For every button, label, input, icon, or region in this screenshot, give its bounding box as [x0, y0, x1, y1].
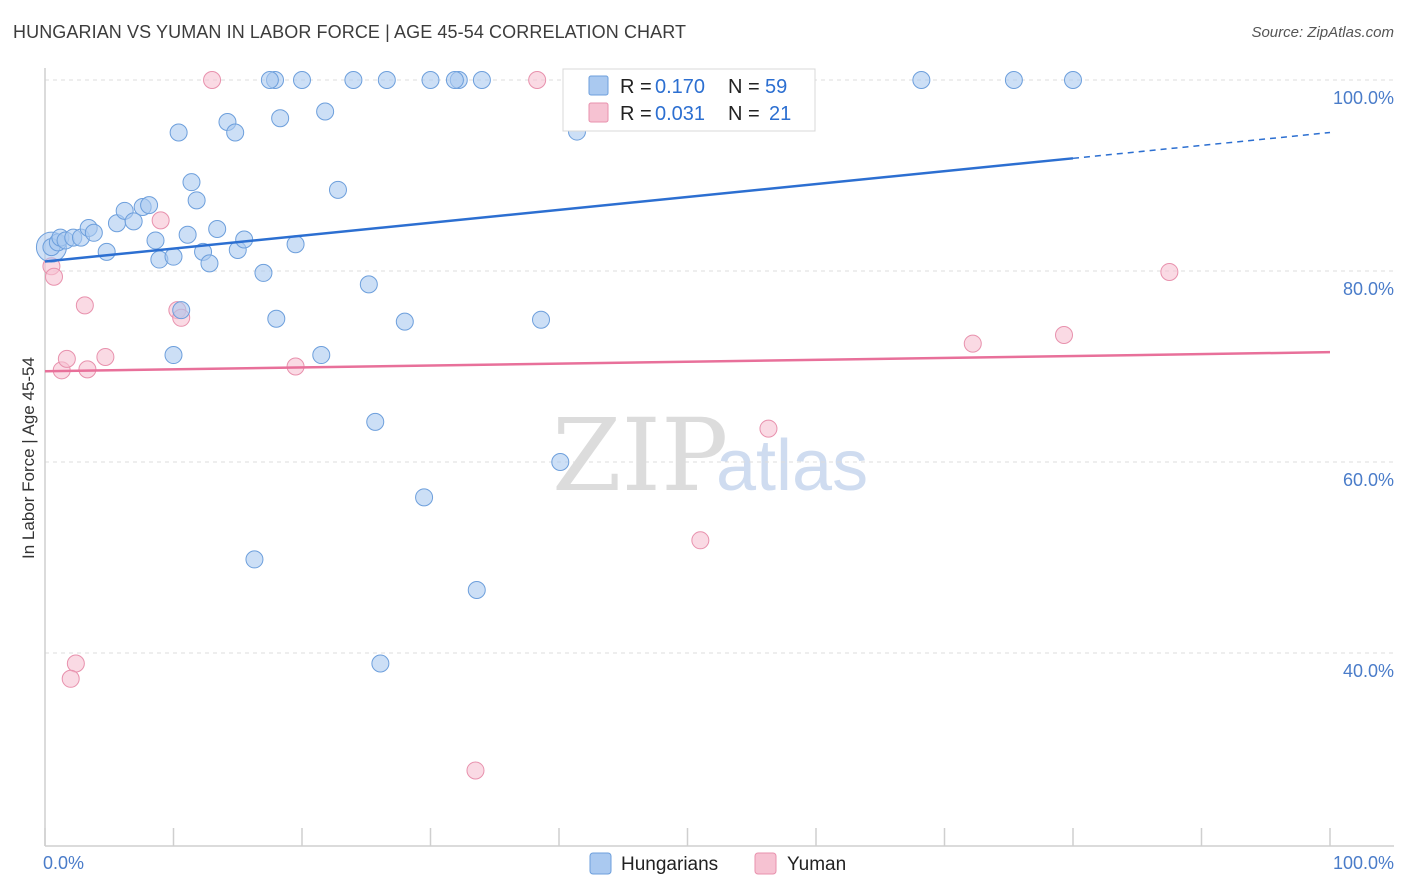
hungarian-point: [164, 247, 183, 266]
x-tick-label: 100.0%: [1333, 853, 1394, 873]
y-tick-label: 100.0%: [1333, 88, 1394, 108]
hungarian-point: [344, 71, 363, 89]
legend-yuman-r-label: R =: [620, 103, 652, 125]
axes: [44, 68, 1394, 847]
yuman-point: [1160, 262, 1179, 281]
hungarian-point: [164, 346, 183, 365]
yuman-point: [44, 267, 63, 286]
yuman-point: [466, 761, 485, 780]
hungarian-point: [200, 254, 219, 273]
legend-hungarians-n-label: N =: [728, 76, 760, 98]
legend-hungarians-r-label: R =: [620, 76, 652, 98]
y-tick-label: 80.0%: [1343, 279, 1394, 299]
hungarian-point: [551, 453, 570, 471]
legend-yuman-n-label: N =: [728, 103, 760, 125]
y-tick-label: 60.0%: [1343, 470, 1394, 490]
watermark: ZIP atlas: [552, 397, 868, 514]
hungarian-point: [84, 223, 103, 242]
x-tick-label: 0.0%: [43, 853, 84, 873]
hungarian-point: [140, 196, 159, 215]
x-tick-labels: 0.0% 100.0%: [43, 853, 1394, 873]
legend-hungarians-n-value: 59: [765, 76, 787, 98]
hungarian-point: [182, 173, 201, 192]
legend-yuman-r-value: 0.031: [655, 103, 705, 125]
hungarian-point: [316, 102, 335, 121]
bottom-legend-hungarians-swatch: [589, 852, 612, 875]
hungarian-point: [377, 71, 396, 89]
hungarian-point: [178, 225, 197, 244]
yuman-point: [75, 296, 94, 315]
y-axis-label: In Labor Force | Age 45-54: [19, 357, 38, 559]
yuman-point: [963, 334, 982, 353]
hungarian-point: [532, 310, 551, 329]
hungarian-point: [472, 71, 491, 89]
hungarian-point: [124, 212, 143, 231]
yuman-point: [691, 531, 710, 550]
hungarian-point: [260, 71, 279, 89]
grid-lines: [45, 79, 1394, 654]
hungarian-point: [445, 71, 464, 89]
bottom-legend-yuman-label: Yuman: [787, 854, 846, 875]
legend-yuman-n-value: 21: [769, 103, 791, 125]
hungarian-point: [912, 71, 931, 89]
hungarians-trend-line: [44, 157, 1074, 263]
hungarian-point: [312, 346, 331, 365]
bottom-legend: Hungarians Yuman: [589, 852, 846, 875]
hungarian-point: [187, 191, 206, 210]
hungarian-point: [415, 488, 434, 507]
hungarian-point: [395, 312, 414, 331]
yuman-point: [96, 347, 115, 366]
legend-hungarians-r-value: 0.170: [655, 76, 705, 98]
yuman-point: [151, 211, 170, 230]
hungarian-point: [371, 654, 390, 673]
y-tick-label: 40.0%: [1343, 661, 1394, 681]
yuman-point: [528, 71, 547, 89]
hungarian-point: [267, 309, 286, 328]
trend-lines: [44, 131, 1331, 373]
yuman-point: [66, 654, 85, 673]
hungarian-point: [235, 230, 254, 249]
bottom-legend-hungarians-label: Hungarians: [621, 854, 718, 875]
watermark-zip: ZIP: [552, 397, 728, 514]
legend-yuman-swatch: [588, 102, 609, 123]
hungarian-point: [1064, 71, 1082, 89]
hungarian-point: [328, 180, 347, 199]
hungarian-point: [245, 550, 264, 569]
watermark-atlas: atlas: [716, 426, 868, 506]
source-label: Source: ZipAtlas.com: [1251, 24, 1394, 41]
hungarian-point: [226, 123, 245, 142]
yuman-point: [203, 71, 222, 89]
hungarian-point: [359, 275, 378, 294]
hungarian-point: [172, 301, 191, 320]
yuman-trend-line: [44, 350, 1331, 373]
legend-hungarians-swatch: [588, 75, 609, 96]
hungarian-point: [146, 231, 165, 250]
hungarian-point: [1004, 71, 1023, 89]
bottom-legend-yuman-swatch: [754, 852, 777, 875]
hungarians-trend-extension: [1072, 131, 1331, 160]
yuman-point: [57, 349, 76, 368]
hungarian-point: [271, 109, 290, 128]
yuman-point: [759, 419, 778, 438]
hungarian-point: [286, 235, 305, 254]
hungarian-point: [421, 71, 440, 89]
hungarian-point: [169, 123, 188, 142]
hungarian-point: [467, 580, 486, 599]
hungarian-points: [35, 71, 1082, 673]
hungarian-point: [293, 71, 311, 89]
hungarian-point: [254, 263, 273, 282]
hungarian-point: [366, 412, 385, 431]
yuman-point: [61, 669, 80, 688]
hungarian-point: [97, 242, 116, 261]
yuman-point: [1055, 325, 1074, 344]
y-tick-labels: 40.0% 60.0% 80.0% 100.0%: [1333, 88, 1394, 681]
chart-title: HUNGARIAN VS YUMAN IN LABOR FORCE | AGE …: [13, 22, 687, 42]
legend: R = 0.170 N = 59 R = 0.031 N = 21: [562, 68, 816, 132]
hungarian-point: [208, 219, 227, 238]
